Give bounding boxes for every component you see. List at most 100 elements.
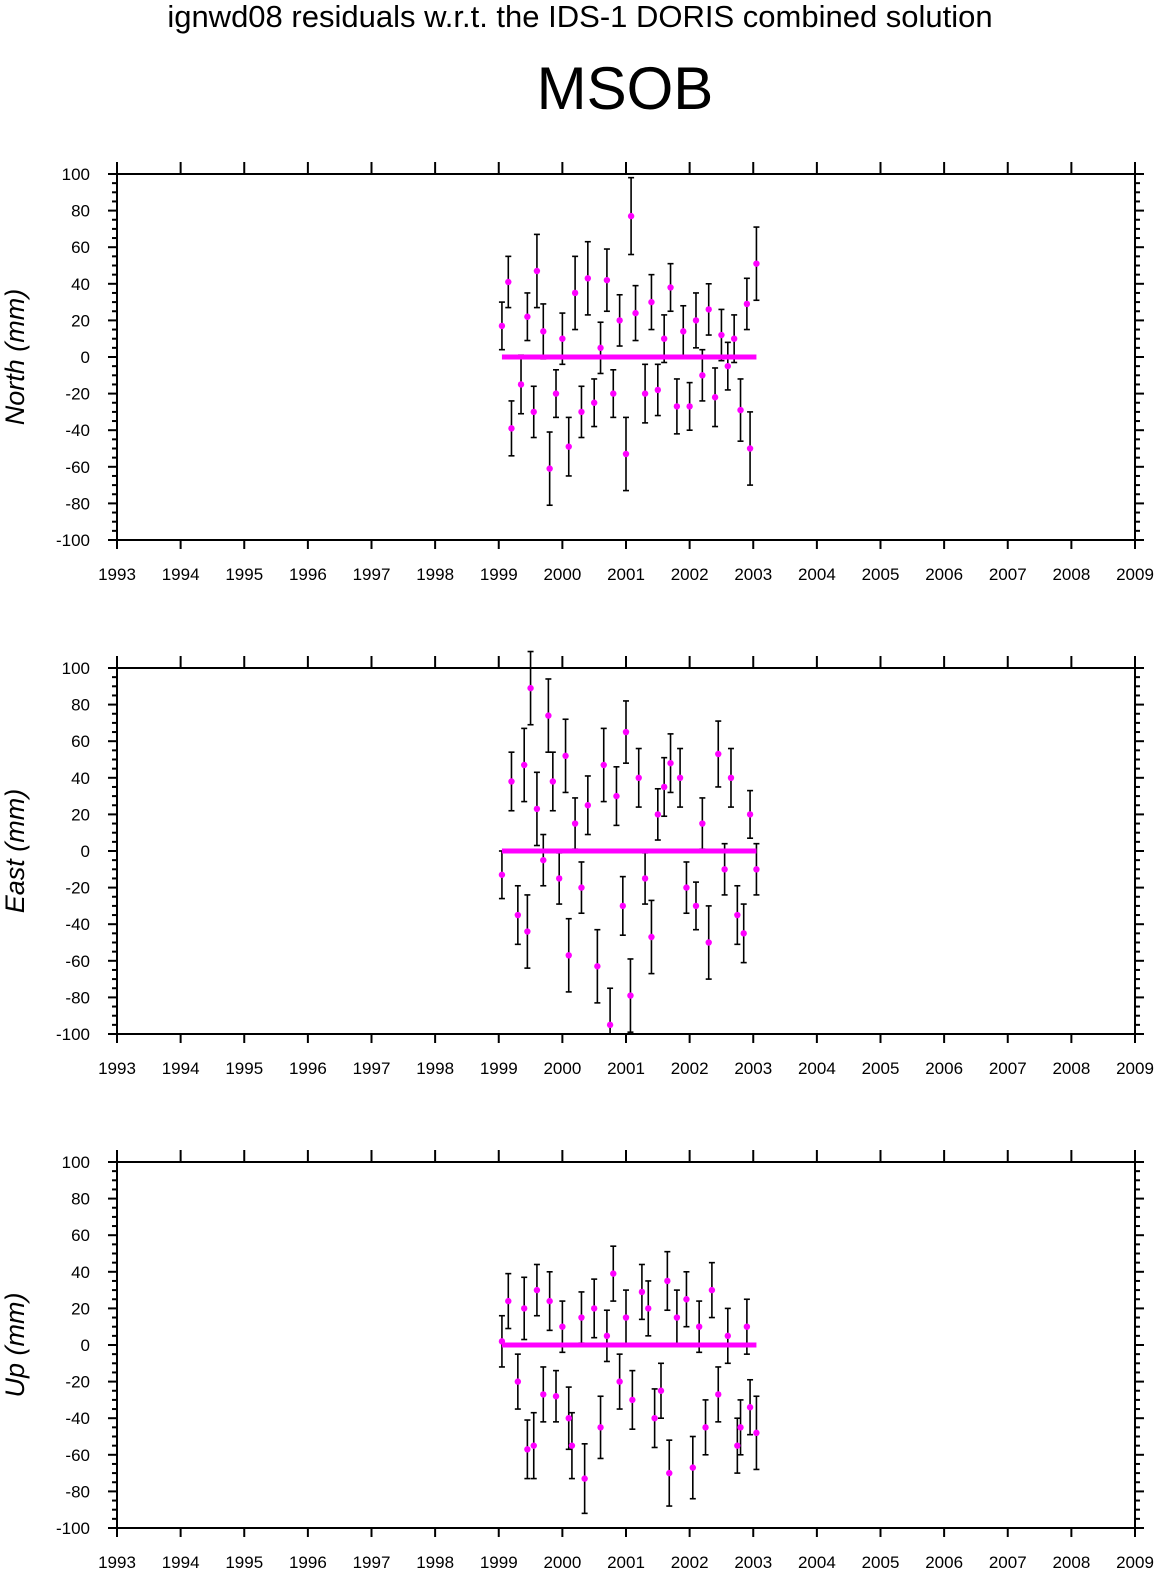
- data-point: [645, 1305, 652, 1312]
- data-point: [753, 866, 760, 873]
- data-point: [555, 875, 563, 882]
- x-tick-label: 2006: [925, 1059, 963, 1078]
- data-point: [559, 1323, 566, 1330]
- data-point: [708, 1286, 716, 1294]
- data-point: [613, 792, 620, 800]
- y-tick-label: -20: [65, 879, 90, 898]
- data-point: [578, 408, 585, 416]
- data-point: [530, 1442, 537, 1449]
- data-point: [715, 750, 722, 758]
- data-point: [715, 1391, 722, 1398]
- x-tick-label: 1998: [416, 565, 454, 584]
- data-point: [571, 820, 579, 827]
- data-point: [673, 403, 681, 410]
- data-point: [718, 331, 725, 339]
- y-tick-label: 80: [71, 696, 90, 715]
- y-tick-label: -80: [65, 988, 90, 1007]
- x-tick-label: 2009: [1116, 1059, 1154, 1078]
- y-tick-label: -100: [56, 1519, 90, 1538]
- x-tick-label: 2000: [543, 1553, 581, 1572]
- x-tick-label: 2007: [989, 565, 1027, 584]
- data-point: [627, 212, 635, 220]
- data-point: [746, 445, 754, 452]
- chart-suptitle: ignwd08 residuals w.r.t. the IDS-1 DORIS…: [167, 0, 993, 34]
- y-tick-label: -60: [65, 458, 90, 477]
- x-tick-label: 2009: [1116, 1553, 1154, 1572]
- data-point: [673, 1314, 681, 1321]
- y-tick-label: 0: [81, 1336, 90, 1355]
- data-point: [530, 408, 537, 416]
- x-tick-label: 2000: [543, 565, 581, 584]
- y-tick-label: 20: [71, 311, 90, 330]
- data-point: [689, 1464, 697, 1471]
- x-tick-label: 1993: [98, 1553, 136, 1572]
- y-tick-label: -60: [65, 1446, 90, 1465]
- data-point: [648, 298, 655, 306]
- x-tick-label: 2001: [607, 1553, 645, 1572]
- y-tick-label: 60: [71, 1226, 90, 1245]
- data-point: [666, 1469, 673, 1477]
- station-title: MSOB: [536, 55, 714, 122]
- x-tick-label: 1996: [289, 1553, 327, 1572]
- data-point: [584, 275, 592, 282]
- data-point: [610, 1270, 617, 1277]
- y-axis-title: East (mm): [0, 789, 30, 914]
- y-tick-label: 60: [71, 732, 90, 751]
- data-point: [498, 322, 506, 330]
- x-tick-label: 2001: [607, 565, 645, 584]
- data-point: [711, 394, 719, 401]
- y-tick-label: -80: [65, 1482, 90, 1501]
- data-point: [581, 1475, 588, 1482]
- data-point: [527, 684, 534, 692]
- x-tick-label: 2006: [925, 565, 963, 584]
- y-tick-label: 40: [71, 769, 90, 788]
- data-point: [657, 1387, 665, 1394]
- data-point: [632, 309, 639, 317]
- y-tick-label: 100: [62, 659, 90, 678]
- y-tick-label: -20: [65, 1373, 90, 1392]
- y-axis-title: North (mm): [0, 289, 30, 426]
- x-tick-label: 1997: [353, 565, 391, 584]
- data-point: [654, 386, 662, 394]
- data-point: [683, 1296, 690, 1303]
- data-layer: [498, 176, 760, 507]
- data-point: [638, 1288, 646, 1296]
- data-point: [562, 752, 569, 760]
- x-tick-label: 2002: [671, 1059, 709, 1078]
- data-point: [533, 267, 541, 275]
- x-tick-label: 1997: [353, 1059, 391, 1078]
- data-point: [699, 820, 706, 827]
- data-point: [514, 911, 522, 919]
- x-tick-label: 1996: [289, 1059, 327, 1078]
- data-point: [619, 902, 627, 910]
- data-point: [498, 871, 506, 878]
- x-tick-label: 1994: [162, 565, 200, 584]
- data-point: [622, 728, 630, 736]
- x-tick-label: 2005: [862, 1553, 900, 1572]
- x-tick-label: 2002: [671, 1553, 709, 1572]
- x-tick-label: 2005: [862, 1059, 900, 1078]
- data-point: [654, 811, 662, 818]
- data-point: [565, 1415, 572, 1422]
- data-point: [508, 425, 515, 432]
- data-point: [552, 1393, 560, 1400]
- data-point: [549, 778, 557, 785]
- data-point: [540, 328, 547, 335]
- x-tick-label: 2005: [862, 565, 900, 584]
- data-point: [705, 306, 712, 313]
- x-tick-label: 2007: [989, 1059, 1027, 1078]
- data-point: [533, 1286, 541, 1294]
- x-tick-label: 2009: [1116, 565, 1154, 584]
- x-tick-label: 2007: [989, 1553, 1027, 1572]
- data-point: [660, 335, 668, 342]
- data-layer: [498, 1245, 760, 1515]
- data-point: [627, 992, 634, 999]
- data-point: [622, 450, 630, 458]
- data-point: [648, 933, 655, 941]
- data-point: [651, 1415, 658, 1422]
- y-tick-label: 0: [81, 842, 90, 861]
- x-tick-label: 1994: [162, 1553, 200, 1572]
- x-tick-label: 2004: [798, 565, 836, 584]
- data-point: [559, 335, 566, 342]
- x-tick-label: 1999: [480, 1553, 518, 1572]
